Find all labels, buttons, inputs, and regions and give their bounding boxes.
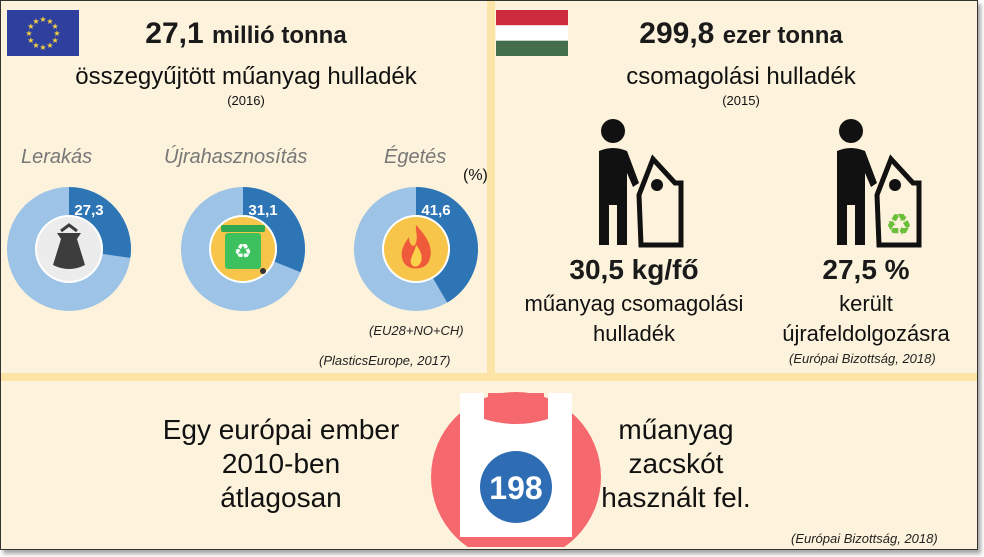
bottom-source: (Európai Bizottság, 2018) — [791, 531, 938, 546]
bottom-right-line1: műanyag — [618, 414, 734, 445]
hu-stat2-line2: újrafeldolgozásra — [782, 321, 950, 346]
hu-stat1-line2: hulladék — [593, 321, 675, 346]
plastic-bag-icon: 198 — [431, 392, 601, 547]
eu-headline-unit: millió tonna — [212, 22, 347, 49]
donut-value-label-lerakas: 27,3 — [74, 202, 103, 219]
bag-count: 198 — [489, 470, 542, 506]
bottom-left-text: Egy európai ember 2010-ben átlagosan — [131, 413, 431, 515]
donut-slice-ujrahasznositas — [243, 187, 305, 273]
horizontal-divider — [1, 373, 977, 381]
hu-stat2-line1: került — [839, 291, 893, 316]
hu-stat2-value: 27,5 % — [822, 254, 910, 285]
category-label-ujrahasznositas: Újrahasznosítás — [164, 146, 308, 168]
donut-slice-lerakas — [69, 187, 131, 258]
hu-stat1-value: 30,5 kg/fő — [569, 254, 699, 285]
eu-star: ★ — [32, 17, 39, 26]
eu-headline: 27,1 millió tonna — [61, 17, 431, 51]
percent-unit: (%) — [463, 167, 488, 184]
eu-star: ★ — [53, 29, 60, 38]
donut-value-label-ujrahasznositas: 31,1 — [248, 202, 277, 219]
bottom-left-line3: átlagosan — [220, 482, 342, 513]
svg-text:♻: ♻ — [234, 239, 252, 263]
eu-headline-number: 27,1 — [145, 17, 204, 50]
donut-charts: 27,3 31,1 41,6 ♻ — [7, 187, 478, 311]
eu-star: ★ — [27, 36, 34, 45]
eu-star: ★ — [52, 36, 59, 45]
scope-note: (EU28+NO+CH) — [369, 323, 464, 338]
eu-star: ★ — [39, 15, 46, 24]
hu-headline: 299,8 ezer tonna — [591, 17, 891, 51]
trash-bag-icon — [37, 217, 101, 281]
donut-slice-egetes — [416, 187, 478, 303]
eu-star: ★ — [27, 22, 34, 31]
eu-year: (2016) — [227, 93, 265, 108]
eu-source: (PlasticsEurope, 2017) — [319, 353, 451, 368]
svg-text:♻: ♻ — [886, 208, 913, 243]
bottom-left-line1: Egy európai ember — [162, 414, 400, 445]
hu-stat1-line1: műanyag csomagolási — [524, 291, 744, 316]
bottom-left-line2: 2010-ben — [221, 448, 341, 479]
vertical-divider — [487, 1, 495, 373]
eu-star: ★ — [52, 22, 59, 31]
hu-headline-unit: ezer tonna — [722, 22, 843, 49]
person-throwing-trash-icon — [599, 119, 684, 248]
hungary-flag-icon — [496, 10, 568, 56]
hu-subtitle: csomagolási hulladék — [626, 63, 856, 90]
eu-star: ★ — [46, 17, 53, 26]
bottom-right-line3: használt fel. — [601, 482, 751, 513]
fire-icon — [384, 217, 448, 281]
recycle-bin-icon: ♻ — [211, 217, 275, 281]
bottom-right-text: műanyag zacskót használt fel. — [576, 413, 776, 515]
donut-value-label-egetes: 41,6 — [421, 202, 450, 219]
bottom-right-line2: zacskót — [628, 448, 724, 479]
category-label-egetes: Égetés — [384, 146, 447, 168]
eu-flag-icon: ★★★★★★★★★ ★ ★★ — [7, 10, 79, 56]
person-recycling-icon: ♻ — [837, 119, 922, 248]
eu-subtitle: összegyűjtött műanyag hulladék — [75, 63, 417, 90]
hu-source: (Európai Bizottság, 2018) — [789, 351, 936, 366]
eu-star: ★ — [46, 41, 53, 50]
eu-star: ★ — [32, 41, 39, 50]
category-label-lerakas: Lerakás — [21, 146, 93, 168]
hu-year: (2015) — [722, 93, 760, 108]
eu-star: ★ — [25, 29, 32, 38]
hu-headline-number: 299,8 — [639, 17, 715, 50]
eu-star: ★ — [39, 43, 46, 52]
